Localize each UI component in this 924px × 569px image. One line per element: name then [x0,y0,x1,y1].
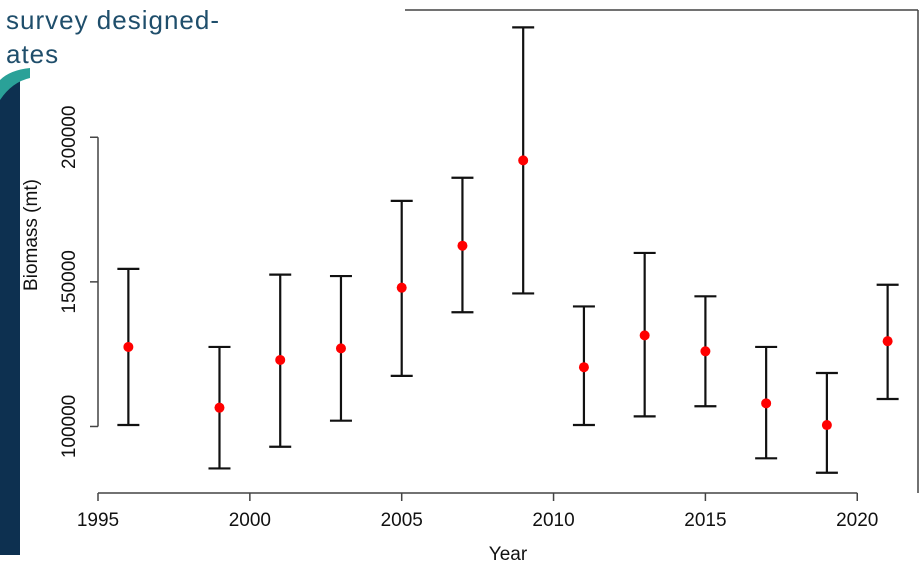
x-tick-label: 2020 [836,510,878,531]
side-strip [0,80,20,555]
point [518,155,529,166]
point [761,398,772,409]
x-tick-label: 2000 [229,510,271,531]
title-line: survey designed- [6,5,220,35]
x-tick-label: 2010 [532,510,574,531]
x-tick-label: 1995 [77,510,119,531]
point [396,282,407,293]
x-tick-label: 2015 [684,510,726,531]
point [275,354,286,365]
point [821,420,832,431]
point [335,343,346,354]
point [882,336,893,347]
x-tick-label: 2005 [381,510,423,531]
y-tick-label: 150000 [59,250,80,313]
point [578,362,589,373]
y-tick-label: 100000 [59,395,80,458]
title-line: ates [6,39,59,69]
point [700,346,711,357]
point [123,341,134,352]
y-axis-label: Biomass (mt) [21,179,42,291]
y-tick-label: 200000 [59,106,80,169]
x-axis-label: Year [489,544,528,565]
accent-shape [0,68,30,100]
point [457,240,468,251]
point [639,330,650,341]
point [214,402,225,413]
